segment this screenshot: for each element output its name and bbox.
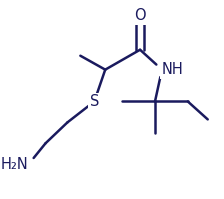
Text: S: S xyxy=(90,94,99,109)
Text: H₂N: H₂N xyxy=(1,157,29,172)
Text: O: O xyxy=(134,8,146,23)
Text: NH: NH xyxy=(162,62,184,77)
